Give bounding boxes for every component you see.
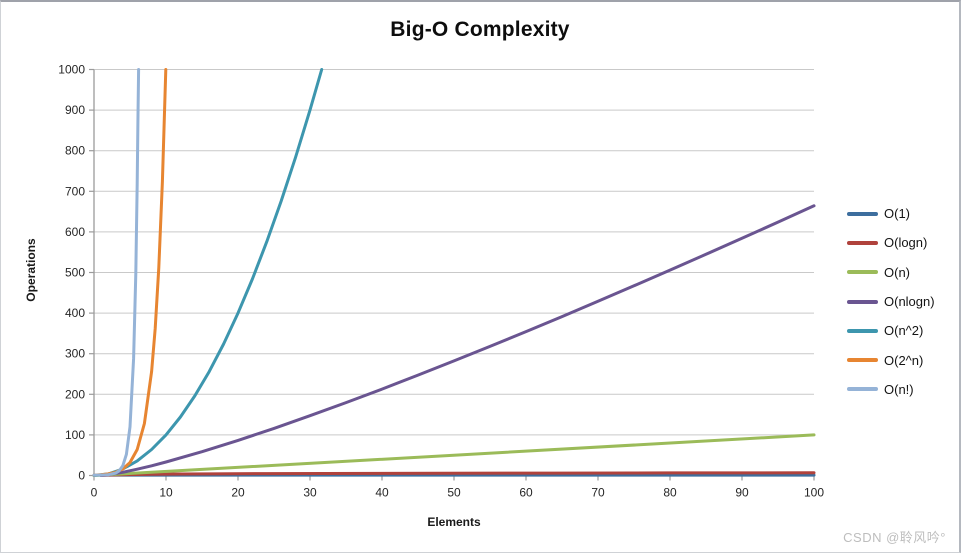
legend-swatch-icon [847, 358, 878, 363]
series-line-3-O(nlogn) [99, 204, 816, 477]
legend-item-O(n!): O(n!) [847, 375, 935, 404]
watermark: CSDN @聆风吟° [843, 530, 946, 545]
y-tick-label-900: 900 [65, 103, 85, 117]
y-tick-label-100: 100 [65, 428, 85, 442]
y-tick-label-0: 0 [78, 469, 85, 483]
legend-label: O(n^2) [884, 323, 924, 339]
x-tick-label-50: 50 [447, 486, 461, 500]
legend-swatch-icon [847, 211, 878, 216]
legend-item-O(logn): O(logn) [847, 228, 935, 257]
legend-swatch-icon [847, 387, 878, 392]
y-tick-label-700: 700 [65, 184, 85, 198]
series-line-6-O(n!) [92, 68, 141, 477]
y-tick-label-400: 400 [65, 306, 85, 320]
legend-swatch-icon [847, 299, 878, 304]
legend-swatch-icon [847, 328, 878, 333]
x-tick-label-10: 10 [159, 486, 173, 500]
x-tick-label-100: 100 [804, 486, 824, 500]
x-tick-label-0: 0 [91, 486, 98, 500]
legend-item-O(2^n): O(2^n) [847, 345, 935, 374]
x-axis-title: Elements [427, 515, 481, 529]
legend-label: O(1) [884, 206, 910, 222]
legend-item-O(nlogn): O(nlogn) [847, 287, 935, 316]
y-tick-label-200: 200 [65, 387, 85, 401]
series-line-4-O(n^2) [92, 68, 324, 477]
legend-label: O(logn) [884, 235, 928, 251]
legend-swatch-icon [847, 240, 878, 245]
y-tick-label-800: 800 [65, 144, 85, 158]
legend: O(1) O(logn) O(n) O(nlogn) O(n^2) O(2^n) O(n!) [847, 199, 935, 404]
x-tick-label-20: 20 [231, 486, 245, 500]
chart-title: Big-O Complexity [390, 18, 570, 41]
legend-swatch-icon [847, 270, 878, 275]
y-tick-label-500: 500 [65, 266, 85, 280]
series-group [92, 68, 816, 477]
y-axis-title: Operations [24, 238, 38, 302]
x-tick-label-80: 80 [663, 486, 677, 500]
series-line-2-O(n) [92, 433, 816, 477]
x-tick-label-30: 30 [303, 486, 317, 500]
x-tick-label-60: 60 [519, 486, 533, 500]
legend-label: O(2^n) [884, 352, 924, 368]
x-tick-label-40: 40 [375, 486, 389, 500]
y-tick-label-1000: 1000 [58, 63, 85, 77]
y-tick-label-300: 300 [65, 347, 85, 361]
x-tick-label-70: 70 [591, 486, 605, 500]
y-tick-label-600: 600 [65, 225, 85, 239]
legend-label: O(nlogn) [884, 294, 935, 310]
legend-label: O(n!) [884, 381, 914, 397]
legend-item-O(1): O(1) [847, 199, 935, 228]
legend-label: O(n) [884, 264, 910, 280]
legend-item-O(n): O(n) [847, 258, 935, 287]
legend-item-O(n^2): O(n^2) [847, 316, 935, 345]
x-tick-label-90: 90 [735, 486, 749, 500]
